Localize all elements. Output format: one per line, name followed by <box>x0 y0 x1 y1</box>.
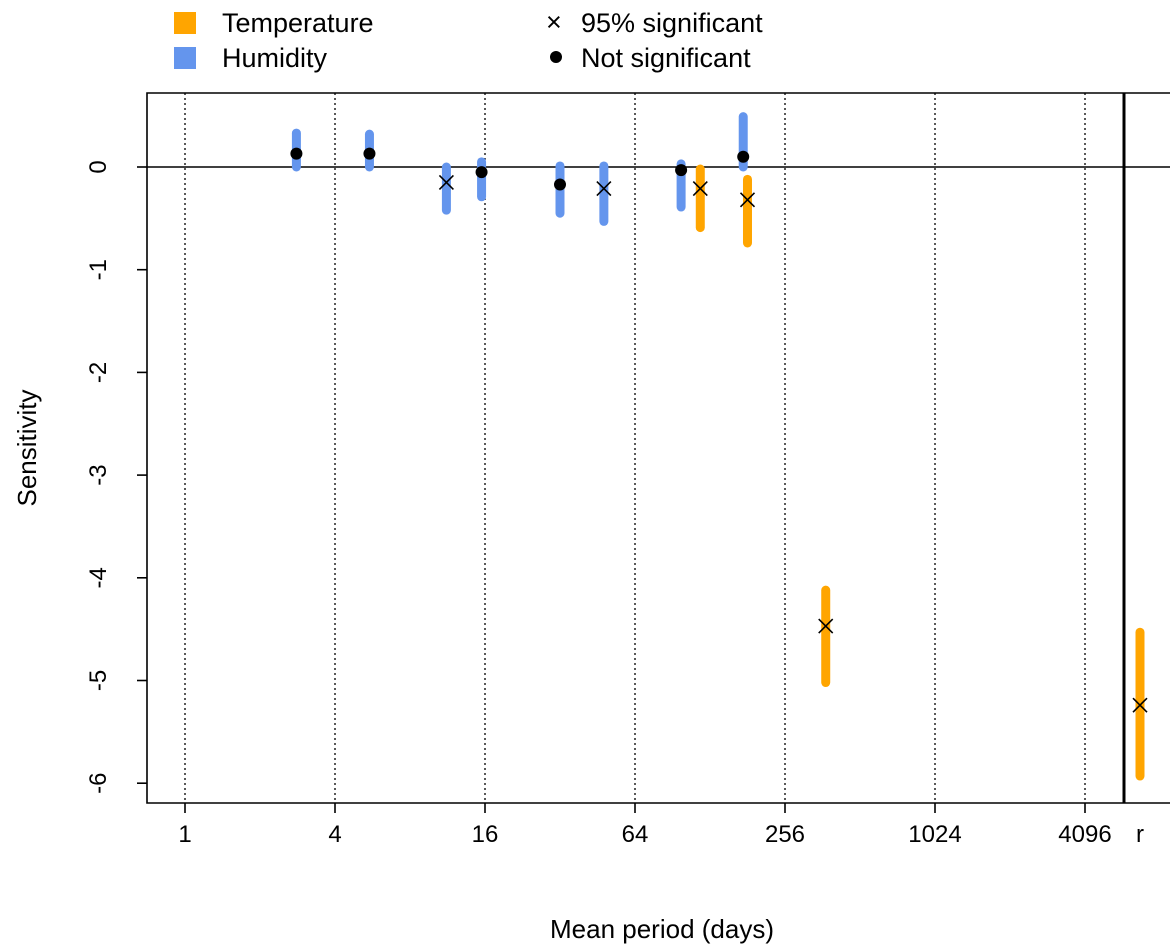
cross-stroke <box>1132 697 1148 713</box>
significant-cross-marker <box>438 174 454 190</box>
significant-cross-marker <box>739 192 756 208</box>
plot-frame <box>146 92 1170 804</box>
legend-swatch-humidity <box>174 47 196 69</box>
x-tick-label: 4 <box>328 821 341 848</box>
legend-label-not-significant: Not significant <box>581 43 751 73</box>
y-tick-label: -4 <box>85 567 112 588</box>
x-tick-label: 1 <box>178 821 191 848</box>
not-significant-dot-marker <box>475 166 488 179</box>
not-significant-dot-marker <box>290 147 303 160</box>
x-tick-label: 64 <box>622 821 649 848</box>
not-significant-dot-marker <box>363 147 376 160</box>
legend-swatch-temperature <box>174 12 196 34</box>
y-tick-label: -3 <box>85 464 112 485</box>
cross-stroke <box>438 174 454 190</box>
cross-stroke <box>739 192 756 208</box>
zero-line-layer <box>147 93 1170 803</box>
data-layer <box>290 112 1148 781</box>
significant-cross-marker <box>1132 697 1148 713</box>
cross-stroke <box>692 181 708 197</box>
not-significant-dot-marker <box>675 164 688 177</box>
legend-marker-cross-icon: × <box>546 7 562 37</box>
cross-stroke <box>818 618 834 634</box>
legend-marker-dot-icon <box>550 51 562 63</box>
y-tick-label: 0 <box>85 160 112 173</box>
legend-label-significant: 95% significant <box>581 8 763 38</box>
y-tick-label: -1 <box>85 259 112 280</box>
y-tick-label: -2 <box>85 362 112 383</box>
significant-cross-marker <box>692 181 708 197</box>
cross-stroke <box>596 181 612 197</box>
x-axis-title: Mean period (days) <box>550 914 774 944</box>
x-tick-label: 4096 <box>1058 821 1111 848</box>
legend: Temperature Humidity × 95% significant N… <box>174 7 763 73</box>
y-tick-label: -6 <box>85 773 112 794</box>
significant-cross-marker <box>818 618 834 634</box>
not-significant-dot-marker <box>737 150 750 163</box>
y-tick-label: -5 <box>85 670 112 691</box>
significant-cross-marker <box>596 181 612 197</box>
legend-label-humidity: Humidity <box>222 43 328 73</box>
legend-label-temperature: Temperature <box>222 8 374 38</box>
x-tick-label: 16 <box>472 821 499 848</box>
axes: 1 4 16 64 256 1024 4096 r 0 -1 -2 -3 -4 -5 -6 <box>85 92 1170 848</box>
not-significant-dot-marker <box>554 178 566 191</box>
x-tick-label: 1024 <box>908 821 961 848</box>
x-tick-label: 256 <box>765 821 805 848</box>
y-axis-title: Sensitivity <box>12 389 42 506</box>
x-tick-label: r <box>1136 821 1144 848</box>
grid <box>184 93 1086 803</box>
